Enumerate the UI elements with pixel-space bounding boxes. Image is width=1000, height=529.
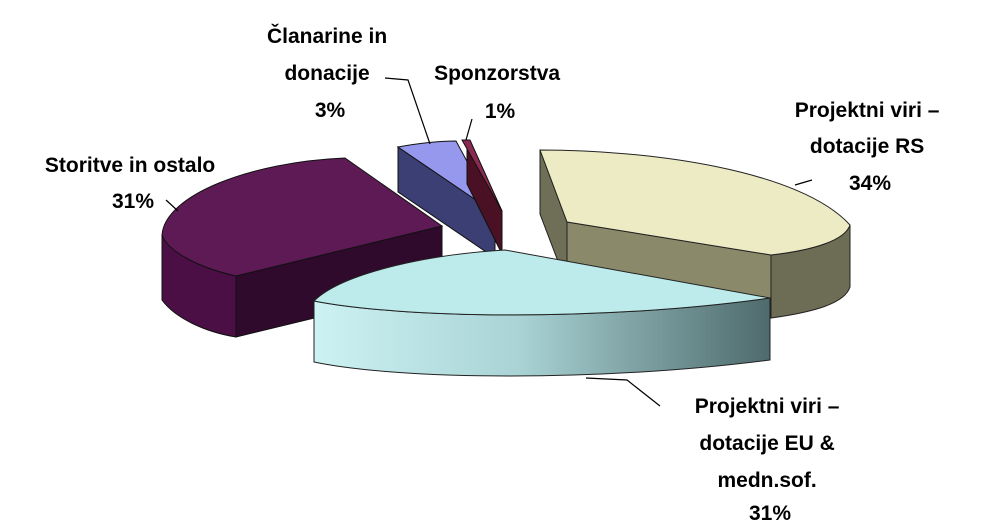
slice-group-sponzorstva [461,139,503,255]
label-eu: Projektni viri – dotacije EU & medn.sof.… [695,395,846,525]
slice-top-rs [539,149,851,256]
leader-line-sponzorstva [465,118,473,141]
slice-group-rs [539,149,851,319]
leader-line-rs [794,179,813,186]
slice-group-eu [312,249,771,377]
label-storitve: Storitve in ostalo 31% [45,154,221,213]
slice-top-clanarine [396,140,496,214]
leader-line-clanarine [384,77,431,145]
label-clanarine: Članarine in donacije 3% [267,24,393,122]
label-rs: Projektni viri – dotacije RS 34% [795,99,946,195]
label-sponzorstva: Sponzorstva 1% [434,62,566,123]
leader-line-storitve [165,199,179,212]
slice-top-storitve [161,157,444,277]
slice-top-sponzorstva [461,139,503,212]
slice-top-eu [312,249,771,316]
leader-line-eu [585,377,661,407]
